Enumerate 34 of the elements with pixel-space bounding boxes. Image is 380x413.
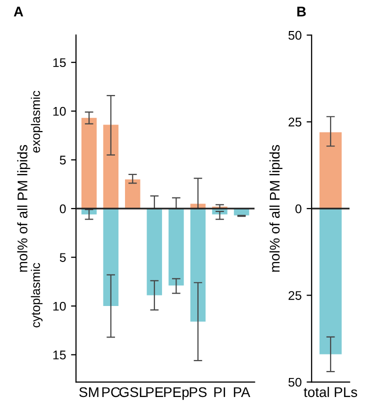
y-tick-label: 25 (288, 118, 302, 126)
bar (168, 208, 184, 286)
bar (125, 179, 140, 209)
y-axis-title: mol% of all PM lipids (17, 145, 30, 272)
x-tick-label: PEp (164, 387, 189, 400)
bar (103, 124, 118, 209)
x-tick-label: PC (102, 387, 120, 398)
text: exoplasmic (30, 90, 43, 153)
y-tick-label: 0 (295, 204, 302, 214)
x-tick-label: total PLs (304, 386, 358, 398)
bar (146, 208, 162, 296)
x-tick-label: PI (214, 387, 226, 397)
y-tick-label: 15 (53, 58, 66, 68)
chart-title: A (14, 6, 24, 16)
y-tick-label: 15 (53, 350, 66, 360)
y-tick-label: 10 (53, 302, 66, 311)
y-axis-title: mol% of all PM lipids (269, 145, 282, 272)
text: cytoplasmic (30, 262, 43, 328)
y-tick-label: 5 (60, 253, 66, 262)
y-tick-label: 10 (53, 106, 66, 116)
x-tick-label: GSL (119, 387, 146, 398)
x-tick-label: PE (146, 387, 164, 397)
x-tick-label: PA (234, 387, 250, 397)
x-tick-label: SM (79, 387, 98, 398)
y-tick-label: 5 (60, 156, 66, 164)
x-tick-label: PS (190, 387, 207, 398)
y-tick-label: 50 (288, 30, 302, 40)
y-tick-label: 25 (288, 291, 302, 300)
bar (103, 208, 118, 306)
bar (190, 208, 206, 322)
y-tick-label: 0 (60, 204, 66, 214)
chart-title: B (297, 6, 306, 16)
y-tick-label: 50 (288, 378, 302, 387)
bar (81, 118, 97, 209)
